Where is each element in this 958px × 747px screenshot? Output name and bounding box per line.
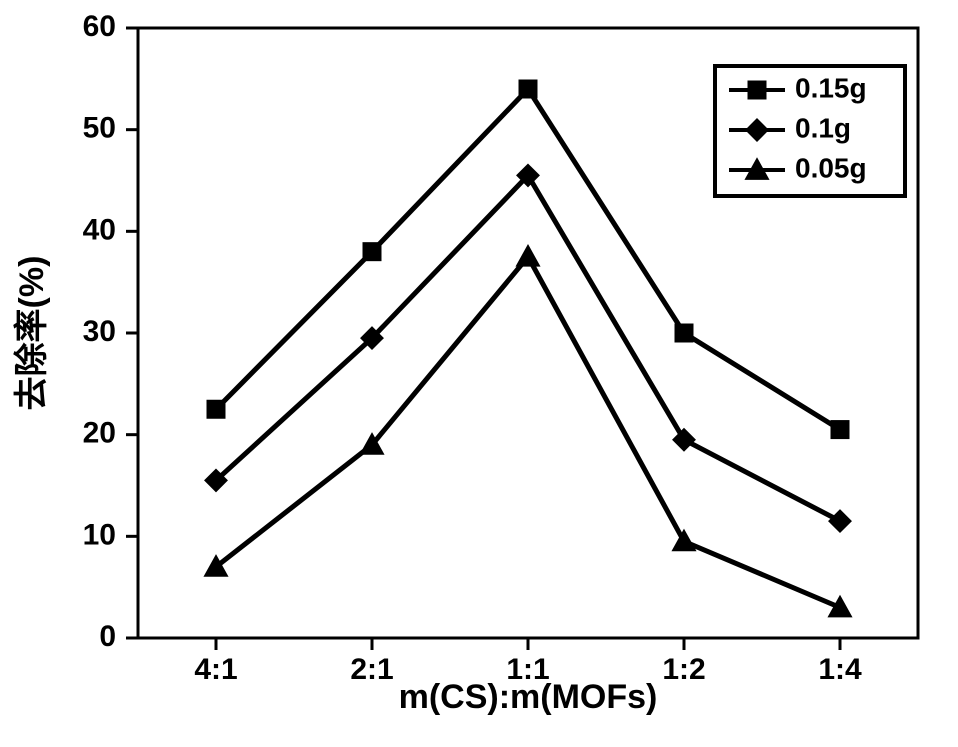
marker-square (519, 80, 537, 98)
marker-triangle (672, 530, 695, 551)
chart-svg: 01020304050604:12:11:11:21:4m(CS):m(MOFs… (0, 0, 958, 747)
marker-diamond (829, 510, 852, 532)
y-tick-label: 40 (83, 213, 116, 246)
y-tick-label: 0 (99, 620, 116, 653)
x-tick-label: 2:1 (350, 653, 393, 686)
marker-triangle (516, 245, 539, 266)
removal-rate-chart: 01020304050604:12:11:11:21:4m(CS):m(MOFs… (0, 0, 958, 747)
y-tick-label: 10 (83, 518, 116, 551)
legend-label: 0.05g (795, 152, 867, 183)
marker-diamond (673, 429, 696, 452)
marker-square (207, 400, 225, 418)
series-line (216, 257, 840, 608)
y-axis-title: 去除率(%) (12, 256, 51, 411)
x-tick-label: 1:2 (662, 653, 705, 686)
marker-square (748, 81, 766, 99)
legend-label: 0.1g (795, 112, 851, 143)
y-tick-label: 30 (83, 315, 116, 348)
y-tick-label: 20 (83, 417, 116, 450)
marker-square (675, 324, 693, 342)
y-tick-label: 60 (83, 10, 116, 43)
y-tick-label: 50 (83, 112, 116, 145)
x-axis-title: m(CS):m(MOFs) (399, 678, 658, 716)
x-tick-label: 4:1 (194, 653, 237, 686)
marker-square (363, 243, 381, 261)
series-line (216, 175, 840, 521)
marker-square (831, 421, 849, 439)
x-tick-label: 1:4 (818, 653, 862, 686)
legend-label: 0.15g (795, 72, 867, 103)
